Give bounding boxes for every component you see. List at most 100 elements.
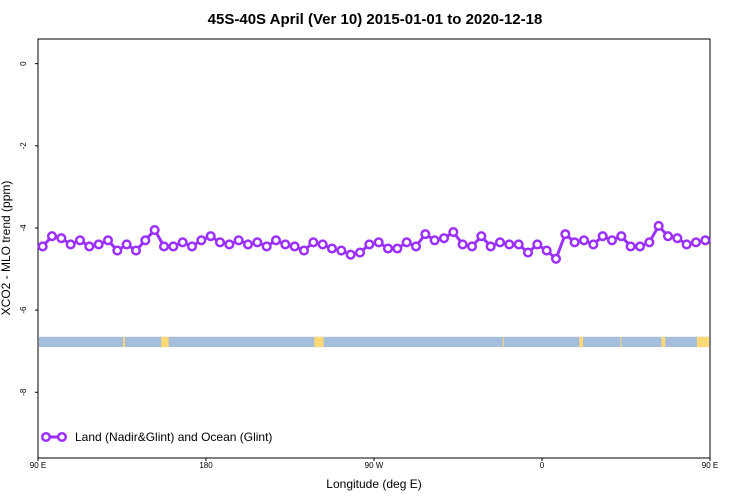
land-segment [579,336,584,348]
data-point [326,243,338,254]
data-point [280,239,291,250]
data-point [373,237,384,248]
data-point [74,235,86,246]
data-point [130,245,142,256]
y-tick-label: -2 [19,142,28,150]
data-point [270,235,282,246]
data-point [457,239,468,250]
data-point [690,237,702,248]
data-point [382,243,394,254]
legend: Land (Nadir&Glint) and Ocean (Glint) [40,430,272,444]
data-point [168,241,179,252]
data-point [504,239,515,250]
data-point [560,229,571,240]
data-point [345,249,356,260]
land-segment [161,336,169,348]
data-point [672,233,683,244]
legend-label: Land (Nadir&Glint) and Ocean (Glint) [75,430,272,444]
x-axis-label: Longitude (deg E) [326,477,421,491]
land-segment [696,336,709,348]
data-point [46,231,58,242]
chart-title: 45S-40S April (Ver 10) 2015-01-01 to 202… [208,11,543,28]
data-point [401,237,412,248]
x-tick-label: 90 E [30,461,46,470]
data-point [354,247,366,258]
ocean-band [39,336,709,348]
data-point [102,235,114,246]
y-tick-label: 0 [19,61,28,66]
data-point [634,241,646,252]
data-point [541,245,552,256]
x-axis: 90 E 180 90 W 0 90 E [30,458,718,470]
data-point [438,233,450,244]
data-point [196,235,207,246]
data-point [224,239,235,250]
data-point [93,239,104,250]
data-point [177,237,188,248]
data-point [392,243,403,254]
data-point [494,237,506,248]
data-point [149,224,160,236]
data-point [569,237,580,248]
data-point [420,229,431,240]
data-point [550,253,562,264]
data-point [289,241,300,252]
data-point [65,239,76,250]
data-point [700,235,711,246]
data-point [121,239,132,250]
legend-marker-right [56,431,68,443]
data-point [616,231,627,242]
data-point [681,239,692,250]
x-tick-label: 90 W [365,461,384,470]
data-point [140,235,151,246]
x-tick-label: 180 [199,461,213,470]
y-tick-label: -4 [19,224,28,232]
y-axis-label: XCO2 - MLO trend (ppm) [0,181,13,316]
legend-marker-left [40,431,52,443]
data-point [233,235,244,246]
data-point [578,235,590,246]
data-point [336,245,347,256]
land-segment [122,336,125,348]
y-tick-label: -8 [19,388,28,396]
data-point [112,245,123,256]
x-tick-label: 0 [540,461,545,470]
land-segment [314,336,324,348]
y-tick-label: -6 [19,306,28,314]
data-point [429,235,440,246]
data-point [532,239,543,250]
data-point [644,237,655,248]
data-point [522,247,534,258]
x-tick-label: 90 E [702,461,718,470]
data-point [448,227,459,238]
data-point [205,231,216,242]
data-point [485,241,496,252]
data-point [588,239,599,250]
data-point [37,241,48,252]
data-point [597,231,608,242]
y-axis: 0 -2 -4 -6 -8 [19,61,38,396]
data-point [158,241,170,252]
data-point [298,245,310,256]
data-point [606,235,618,246]
data-point [186,241,198,252]
data-point [410,241,422,252]
data-point [84,241,95,252]
data-point [261,241,272,252]
data-point [308,237,319,248]
data-point [317,239,328,250]
data-point [662,231,674,242]
data-point [625,241,636,252]
data-point [466,241,478,252]
data-point [56,233,67,244]
data-point [214,237,226,248]
data-point [653,220,664,231]
data-point [513,239,524,250]
data-point [364,239,375,250]
land-segment [661,336,666,348]
series-layer [37,220,711,264]
data-point [252,237,263,248]
land-ocean-band [39,336,709,348]
data-point [476,231,487,242]
